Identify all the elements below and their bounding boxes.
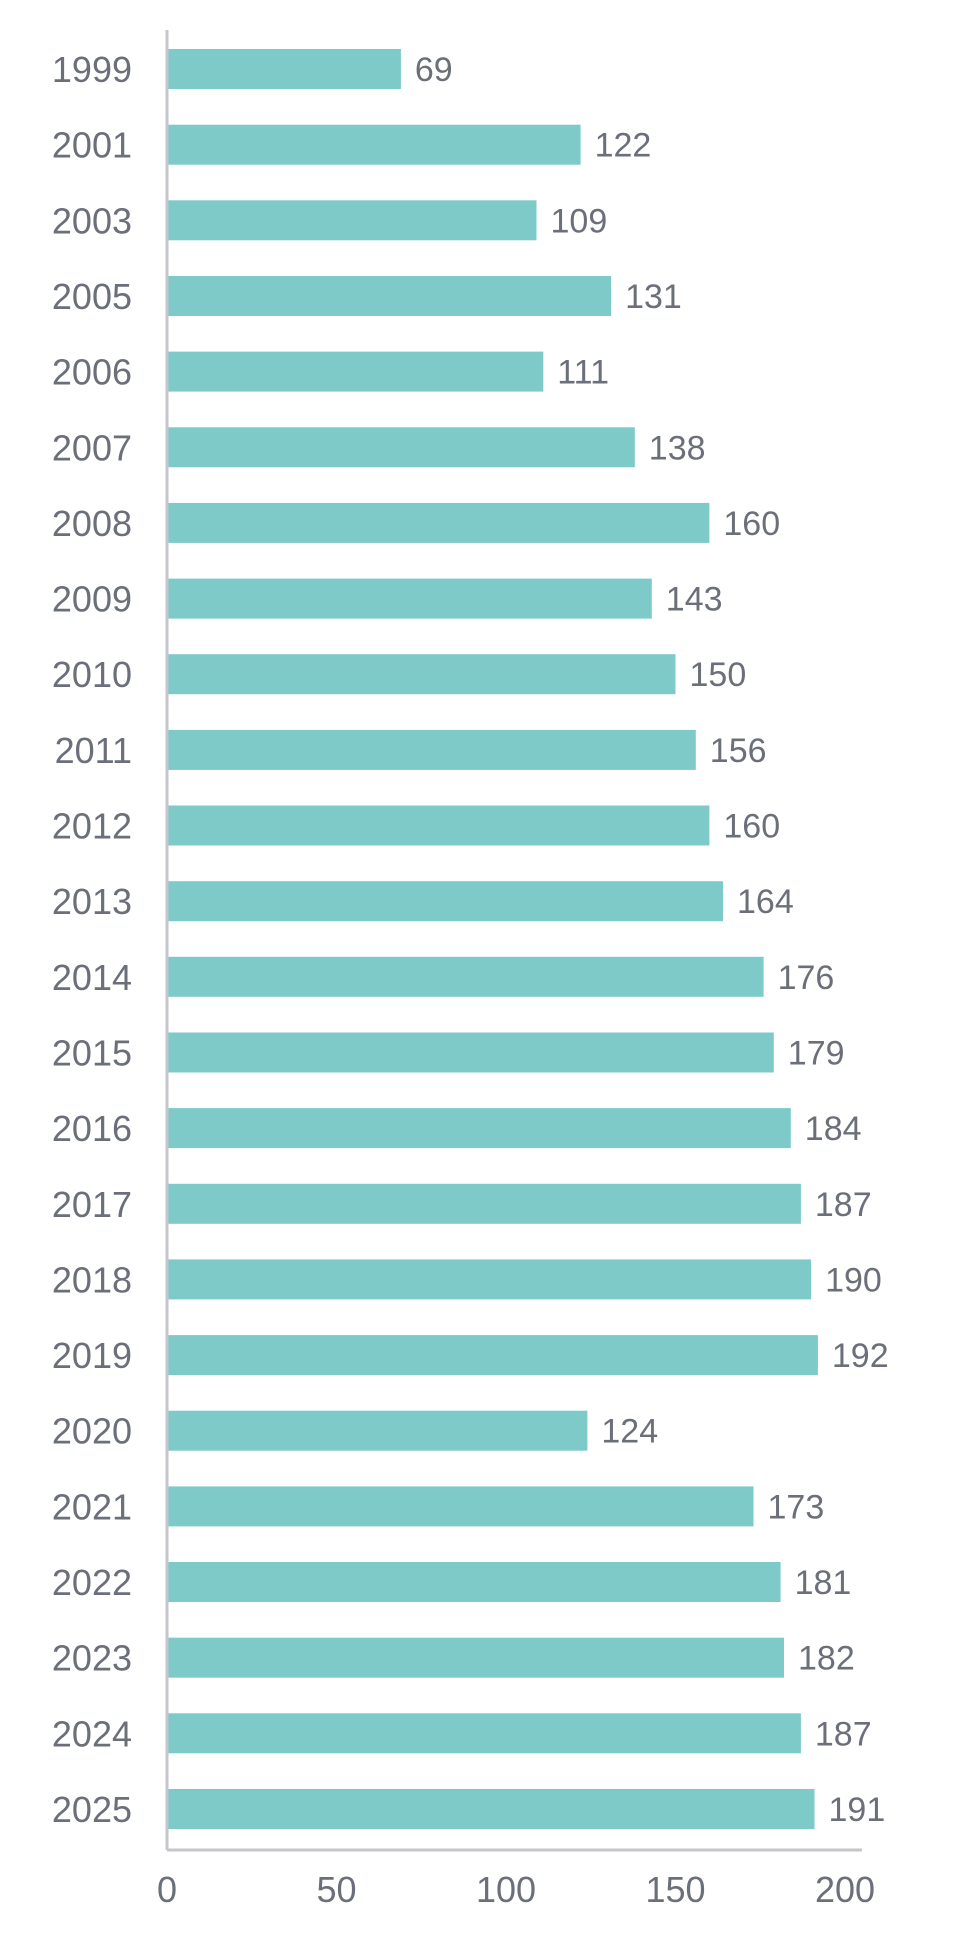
bar-2003 bbox=[167, 200, 537, 241]
value-label: 190 bbox=[825, 1261, 882, 1299]
bar-2014 bbox=[167, 956, 764, 997]
value-label: 143 bbox=[666, 581, 723, 619]
category-label: 2011 bbox=[55, 730, 132, 771]
bar-2018 bbox=[167, 1259, 812, 1300]
category-label: 2016 bbox=[52, 1108, 132, 1149]
value-label: 69 bbox=[415, 51, 453, 89]
bar-2020 bbox=[167, 1410, 588, 1451]
bar-2024 bbox=[167, 1713, 801, 1754]
value-label: 191 bbox=[829, 1791, 886, 1829]
value-label: 111 bbox=[557, 354, 609, 392]
bar-2016 bbox=[167, 1108, 791, 1149]
category-label: 2001 bbox=[52, 125, 132, 166]
category-label: 2021 bbox=[52, 1486, 132, 1527]
value-label: 173 bbox=[768, 1488, 825, 1526]
category-label: 2018 bbox=[52, 1259, 132, 1300]
category-label: 2003 bbox=[52, 200, 132, 241]
value-label: 122 bbox=[595, 127, 652, 165]
bar-2012 bbox=[167, 805, 710, 846]
bar-2021 bbox=[167, 1486, 754, 1527]
category-label: 2014 bbox=[52, 957, 132, 998]
value-label: 156 bbox=[710, 732, 767, 770]
x-tick-label: 200 bbox=[815, 1869, 875, 1910]
value-label: 179 bbox=[788, 1035, 845, 1073]
value-label: 124 bbox=[601, 1413, 658, 1451]
category-label: 2013 bbox=[52, 881, 132, 922]
value-label: 187 bbox=[815, 1715, 872, 1753]
bar-2022 bbox=[167, 1562, 781, 1602]
bar-2015 bbox=[167, 1032, 774, 1073]
bar-2017 bbox=[167, 1183, 801, 1224]
bar-2025 bbox=[167, 1789, 815, 1829]
value-label: 164 bbox=[737, 883, 794, 921]
category-label: 2019 bbox=[52, 1335, 132, 1376]
value-label: 160 bbox=[723, 505, 780, 543]
value-label: 187 bbox=[815, 1186, 872, 1224]
bar-1999 bbox=[167, 49, 401, 89]
category-label: 2024 bbox=[52, 1713, 132, 1754]
category-label: 2015 bbox=[52, 1033, 132, 1074]
value-label: 138 bbox=[649, 429, 706, 467]
labels-group: 1999 69 2001 122 2003 109 2005 131 2006 111 2007 13… bbox=[52, 49, 889, 1830]
category-label: 2017 bbox=[52, 1184, 132, 1225]
value-label: 160 bbox=[723, 808, 780, 846]
value-label: 182 bbox=[798, 1640, 855, 1678]
bar-2010 bbox=[167, 654, 676, 695]
value-label: 150 bbox=[690, 656, 747, 694]
category-label: 2006 bbox=[52, 352, 132, 393]
value-label: 109 bbox=[551, 202, 608, 240]
category-label: 2009 bbox=[52, 579, 132, 620]
bar-2011 bbox=[167, 729, 696, 770]
category-label: 2012 bbox=[52, 806, 132, 847]
bar-2006 bbox=[167, 351, 544, 392]
x-tick-label: 0 bbox=[157, 1869, 177, 1910]
x-tick-label: 100 bbox=[476, 1869, 536, 1910]
value-label: 192 bbox=[832, 1337, 889, 1375]
category-label: 2023 bbox=[52, 1638, 132, 1679]
bar-2007 bbox=[167, 427, 635, 468]
bar-2019 bbox=[167, 1335, 818, 1376]
bar-2009 bbox=[167, 578, 652, 619]
bar-2005 bbox=[167, 276, 612, 316]
category-label: 2022 bbox=[52, 1562, 132, 1603]
category-label: 2025 bbox=[52, 1789, 132, 1830]
value-label: 181 bbox=[795, 1564, 852, 1602]
category-label: 2020 bbox=[52, 1411, 132, 1452]
bar-2001 bbox=[167, 124, 581, 165]
category-label: 2010 bbox=[52, 654, 132, 695]
value-label: 176 bbox=[778, 959, 835, 997]
x-ticks-group: 0 50 100 150 200 bbox=[157, 1869, 875, 1910]
x-tick-label: 150 bbox=[645, 1869, 705, 1910]
category-label: 2005 bbox=[52, 276, 132, 317]
category-label: 2008 bbox=[52, 503, 132, 544]
category-label: 1999 bbox=[52, 49, 132, 90]
bars-group bbox=[167, 49, 818, 1829]
x-tick-label: 50 bbox=[316, 1869, 356, 1910]
category-label: 2007 bbox=[52, 427, 132, 468]
value-label: 131 bbox=[625, 278, 682, 316]
bar-2008 bbox=[167, 502, 710, 543]
bar-2023 bbox=[167, 1637, 784, 1678]
value-label: 184 bbox=[805, 1110, 862, 1148]
bar-2013 bbox=[167, 881, 723, 922]
